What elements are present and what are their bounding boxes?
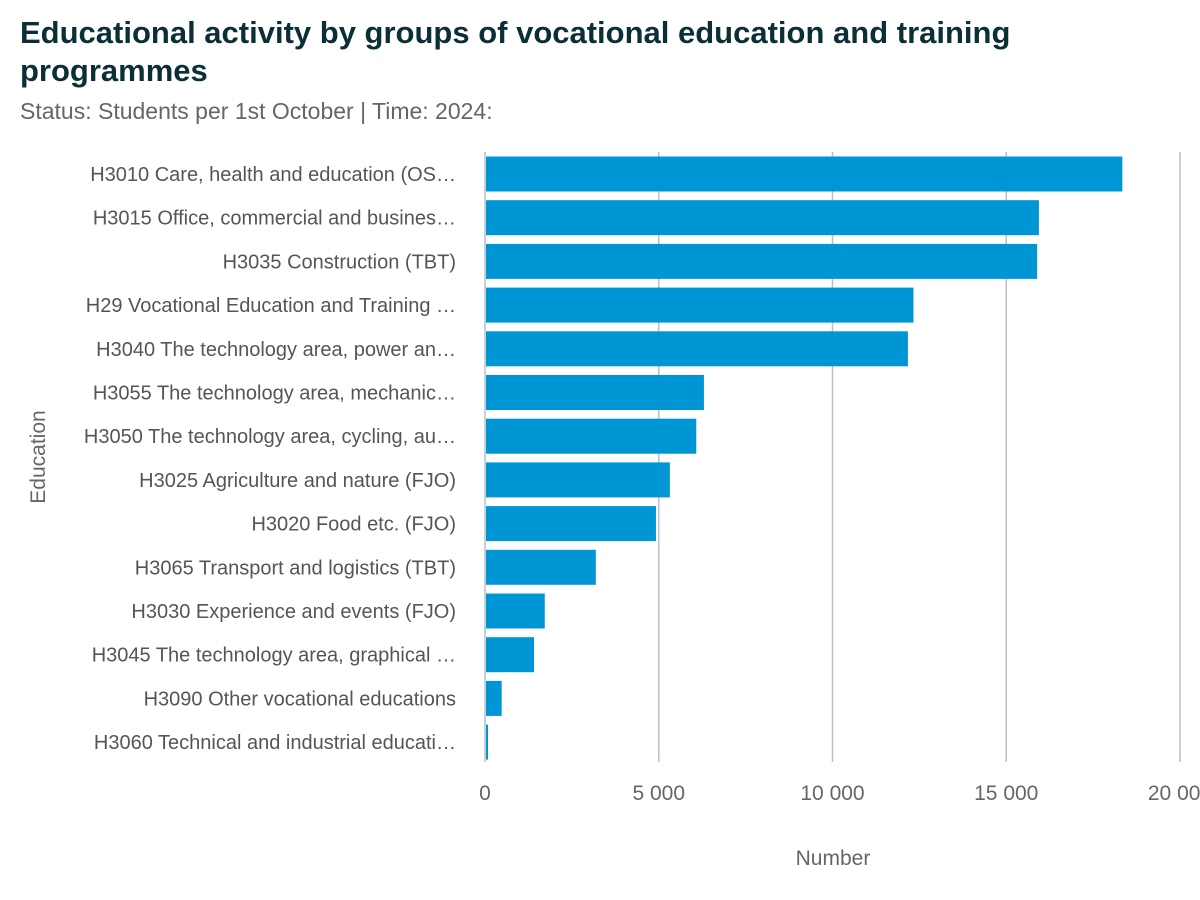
bar[interactable] — [486, 549, 596, 585]
category-label: H3030 Experience and events (FJO) — [131, 601, 456, 623]
bar[interactable] — [486, 243, 1038, 279]
category-label: H3035 Construction (TBT) — [223, 251, 456, 273]
x-tick-label: 20 000 — [1148, 782, 1200, 805]
category-label: H3050 The technology area, cycling, au… — [84, 426, 456, 448]
x-axis-label: Number — [796, 847, 871, 870]
x-tick-label: 10 000 — [800, 782, 864, 805]
bars — [486, 156, 1123, 760]
bar[interactable] — [486, 462, 670, 498]
bar[interactable] — [486, 506, 656, 542]
bar[interactable] — [486, 680, 502, 716]
category-label: H3015 Office, commercial and busines… — [93, 208, 456, 230]
chart-subtitle: Status: Students per 1st October | Time:… — [20, 98, 493, 124]
x-tick-label: 5 000 — [632, 782, 685, 805]
x-tick-label: 0 — [479, 782, 491, 805]
category-label: H3090 Other vocational educations — [144, 688, 456, 710]
category-label: H29 Vocational Education and Training … — [86, 295, 456, 317]
chart-title: Educational activity by groups of vocati… — [20, 15, 1011, 88]
category-label: H3045 The technology area, graphical … — [92, 645, 456, 667]
bar[interactable] — [486, 724, 488, 760]
bar[interactable] — [486, 637, 534, 673]
bar[interactable] — [486, 287, 914, 323]
bar[interactable] — [486, 331, 908, 367]
bar[interactable] — [486, 418, 697, 454]
category-labels: H3010 Care, health and education (OS… H30… — [84, 164, 456, 754]
bar[interactable] — [486, 375, 704, 410]
bar[interactable] — [486, 156, 1123, 192]
y-axis-label: Education — [27, 410, 50, 503]
category-label: H3065 Transport and logistics (TBT) — [135, 557, 456, 579]
bar[interactable] — [486, 200, 1039, 236]
category-label: H3060 Technical and industrial educati… — [94, 732, 456, 754]
category-label: H3025 Agriculture and nature (FJO) — [139, 470, 456, 492]
x-tick-labels: 0 5 000 10 000 15 000 20 000 — [479, 782, 1200, 805]
bar[interactable] — [486, 593, 545, 629]
category-label: H3055 The technology area, mechanic… — [93, 383, 456, 405]
category-label: H3020 Food etc. (FJO) — [251, 514, 456, 536]
x-tick-label: 15 000 — [974, 782, 1038, 805]
category-label: H3010 Care, health and education (OS… — [90, 164, 456, 186]
category-label: H3040 The technology area, power an… — [96, 339, 456, 361]
gridlines — [484, 152, 1181, 762]
